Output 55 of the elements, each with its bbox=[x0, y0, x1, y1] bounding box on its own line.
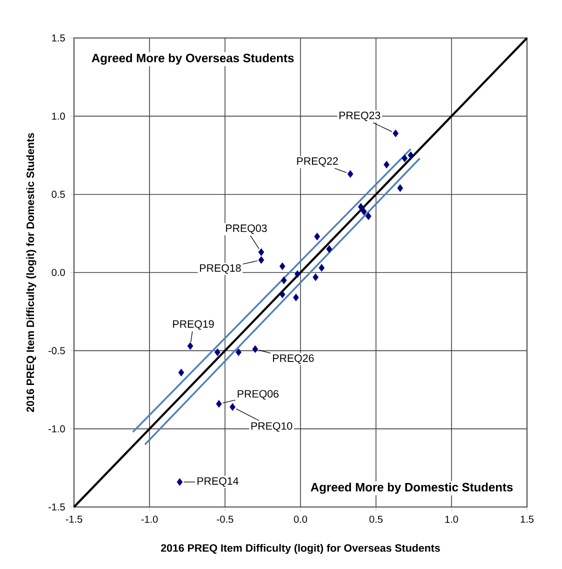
x-tick-label: 1.0 bbox=[445, 516, 458, 523]
x-tick-label: 1.5 bbox=[520, 516, 534, 523]
y-tick-label: 0.0 bbox=[52, 268, 65, 276]
y-tick-label: 1.5 bbox=[52, 34, 65, 42]
point bbox=[176, 478, 183, 486]
y-tick-label: -0.5 bbox=[48, 347, 65, 354]
point bbox=[402, 154, 408, 162]
point bbox=[366, 212, 372, 220]
point bbox=[214, 348, 220, 356]
point bbox=[384, 160, 390, 168]
point bbox=[294, 270, 300, 278]
point bbox=[408, 152, 414, 159]
annotation: PREQ14 bbox=[198, 477, 238, 487]
point bbox=[361, 208, 367, 216]
point bbox=[326, 245, 332, 253]
y-axis-title: 2016 PREQ Item Difficulty (logit) for Domestic Students bbox=[26, 133, 36, 412]
annotation: Agreed More by Overseas Students bbox=[92, 53, 294, 65]
point bbox=[358, 203, 364, 211]
annotation: PREQ10 bbox=[251, 422, 292, 432]
y-tick-label: -1.0 bbox=[48, 425, 65, 432]
point bbox=[392, 130, 398, 138]
point bbox=[314, 232, 320, 240]
annotation: PREQ03 bbox=[226, 224, 267, 234]
x-tick-label: -1.0 bbox=[141, 516, 158, 523]
point bbox=[281, 276, 287, 284]
x-tick-label: 0.0 bbox=[294, 516, 308, 523]
y-tick-label: 0.5 bbox=[52, 190, 65, 198]
annotation: Agreed More by Domestic Students bbox=[310, 482, 513, 494]
point bbox=[258, 248, 264, 256]
annotation: PREQ26 bbox=[273, 354, 314, 364]
x-tick-label: -1.5 bbox=[66, 516, 82, 523]
annotation: PREQ22 bbox=[297, 157, 338, 167]
point bbox=[312, 273, 318, 281]
annotation: PREQ23 bbox=[339, 112, 380, 122]
point bbox=[258, 256, 264, 264]
y-tick-label: -1.5 bbox=[48, 504, 65, 510]
annotation: PREQ19 bbox=[173, 320, 214, 330]
point bbox=[252, 345, 258, 353]
point bbox=[280, 262, 286, 270]
x-tick-label: 0.5 bbox=[369, 516, 383, 523]
point bbox=[318, 264, 325, 272]
point bbox=[293, 294, 299, 302]
x-axis-title: 2016 PREQ Item Difficulty (logit) for Overseas Students bbox=[160, 544, 440, 554]
y-tick-label: 1.0 bbox=[52, 112, 65, 120]
point bbox=[230, 403, 236, 411]
point bbox=[347, 170, 354, 178]
annotation: PREQ06 bbox=[238, 390, 279, 400]
point bbox=[178, 368, 184, 376]
annotation: PREQ18 bbox=[200, 264, 241, 274]
point bbox=[397, 184, 404, 192]
x-tick-label: -0.5 bbox=[216, 516, 234, 523]
point bbox=[187, 342, 194, 350]
point bbox=[280, 290, 286, 298]
point bbox=[236, 348, 242, 356]
point bbox=[216, 400, 222, 408]
